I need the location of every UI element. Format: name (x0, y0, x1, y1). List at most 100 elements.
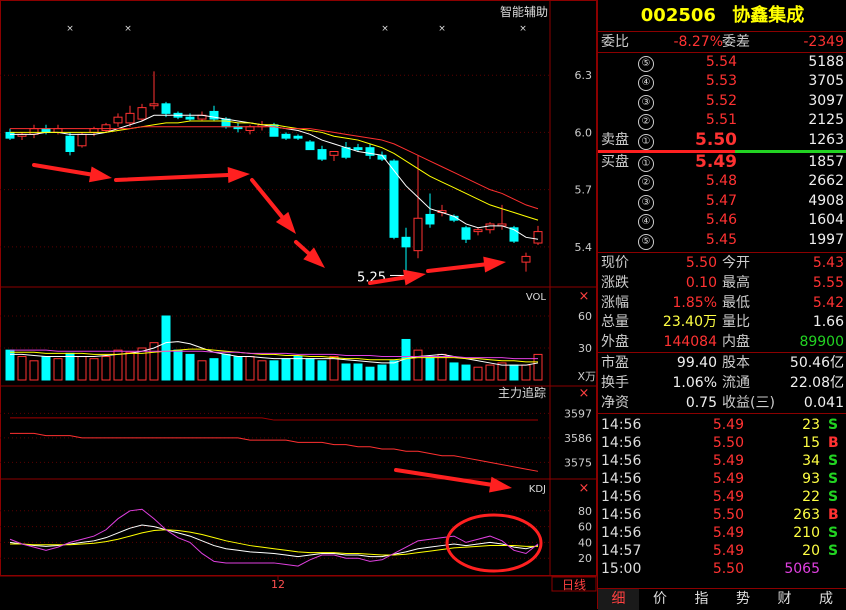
annotation-arrow-shaft (428, 265, 484, 271)
period-label: 日线 (562, 578, 586, 592)
tick-time: 14:56 (601, 506, 641, 524)
volume-bar (198, 361, 206, 380)
tick-volume: 93 (758, 470, 820, 488)
webi-row: 委比 -8.27% 委差 -2349 (598, 32, 846, 52)
kline-chart[interactable]: 智能辅助5.45.76.06.3×××××5.25VOL×3060X万主力追踪×… (0, 0, 597, 609)
candle-body (150, 104, 158, 106)
tick-side: B (828, 506, 839, 524)
sell-label: 卖盘 (601, 131, 629, 150)
tick-volume: 263 (758, 506, 820, 524)
finance-label: 收益(三) (722, 393, 775, 413)
kdj-line-k (10, 525, 538, 557)
finance-label: 市盈 (601, 353, 629, 373)
volume-bar (474, 367, 482, 380)
quote-value: 1.66 (813, 312, 844, 332)
flow-line (10, 418, 538, 420)
annotation-arrow-head (403, 270, 426, 286)
volume-bar (30, 361, 38, 380)
quote-label: 内盘 (722, 332, 750, 352)
close-icon[interactable]: × (579, 289, 590, 304)
webi-label: 委比 (601, 32, 629, 52)
marker-x: × (438, 24, 446, 34)
candle-body (102, 125, 110, 131)
tick-time: 14:56 (601, 524, 641, 542)
quote-label: 总量 (601, 312, 629, 332)
quote-label: 今开 (722, 253, 750, 273)
quote-label: 量比 (722, 312, 750, 332)
marker-x: × (519, 24, 527, 34)
tab-3[interactable]: 势 (723, 589, 764, 610)
bottom-tabs: 细价指势财成 (598, 588, 846, 610)
bid-price: 5.45 (706, 231, 737, 250)
bid-price: 5.47 (706, 192, 737, 211)
candle-body (354, 148, 362, 150)
candle-body (6, 132, 14, 138)
tab-1[interactable]: 价 (640, 589, 681, 610)
candle-body (126, 113, 134, 123)
kdj-tick-label: 80 (578, 505, 592, 518)
candle-body (318, 150, 326, 160)
tick-time: 14:56 (601, 416, 641, 434)
tick-side: S (828, 488, 838, 506)
weicha-value: -2349 (803, 32, 844, 52)
tab-0[interactable]: 细 (598, 589, 639, 610)
ask-price: 5.50 (695, 131, 737, 150)
candle-body (342, 148, 350, 158)
tick-side: S (828, 470, 838, 488)
volume-bar (258, 361, 266, 380)
finance-value: 50.46亿 (790, 353, 844, 373)
tab-2[interactable]: 指 (681, 589, 722, 610)
tick-time: 14:56 (601, 452, 641, 470)
volume-bar (426, 357, 434, 380)
marker-x: × (381, 24, 389, 34)
volume-bar (102, 357, 110, 380)
tab-5[interactable]: 成 (806, 589, 846, 610)
volume-bar (390, 361, 398, 380)
bid-volume: 4908 (808, 192, 844, 211)
tick-time: 14:56 (601, 470, 641, 488)
close-icon[interactable]: × (579, 481, 590, 496)
volume-bar (378, 365, 386, 380)
tick-volume: 23 (758, 416, 820, 434)
price-tick-label: 6.0 (575, 126, 593, 139)
kdj-tick-label: 20 (578, 552, 592, 565)
candle-body (186, 117, 194, 119)
candle-body (282, 134, 290, 138)
volume-bar (270, 361, 278, 380)
flow-tick-label: 3586 (564, 432, 592, 445)
tick-price: 5.49 (684, 452, 744, 470)
candle-body (42, 129, 50, 133)
volume-bar (282, 359, 290, 380)
ask-price: 5.54 (706, 53, 737, 72)
quote-value: 5.43 (813, 253, 844, 273)
close-icon[interactable]: × (579, 386, 590, 401)
finance-value: 0.75 (686, 393, 717, 413)
tick-time: 14:56 (601, 488, 641, 506)
flow-tick-label: 3575 (564, 456, 592, 469)
tab-4[interactable]: 财 (764, 589, 805, 610)
annotation-arrow-shaft (116, 175, 228, 180)
tick-volume: 20 (758, 542, 820, 560)
candle-body (426, 214, 434, 224)
bid-volume: 1997 (808, 231, 844, 250)
volume-bar (510, 365, 518, 380)
price-tick-label: 5.7 (575, 184, 593, 197)
quote-value: 5.55 (813, 273, 844, 293)
kdj-panel-title: KDJ (529, 484, 546, 495)
quote-value: 5.42 (813, 293, 844, 313)
volume-bar (210, 359, 218, 380)
